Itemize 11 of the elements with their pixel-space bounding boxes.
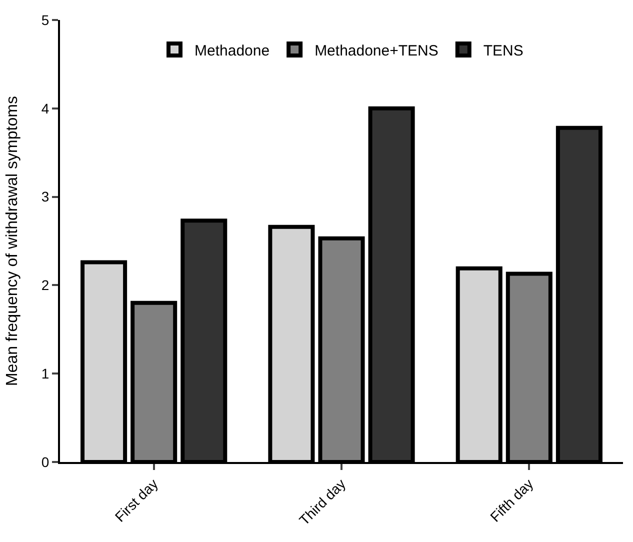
y-axis-title: Mean frequency of withdrawal symptoms (4, 96, 21, 386)
y-tick-label: 1 (41, 366, 50, 382)
legend-label: TENS (483, 42, 524, 60)
y-tick-label: 3 (41, 188, 50, 205)
y-tick-label: 5 (41, 12, 50, 28)
y-tick-label: 0 (41, 454, 50, 470)
y-tick-label: 2 (41, 277, 50, 294)
y-tick-label: 4 (41, 100, 50, 116)
legend-label: Methadone+TENS (314, 42, 438, 60)
legend-label: Methadone (194, 42, 270, 60)
x-tick-label: Fifth day (486, 476, 536, 525)
